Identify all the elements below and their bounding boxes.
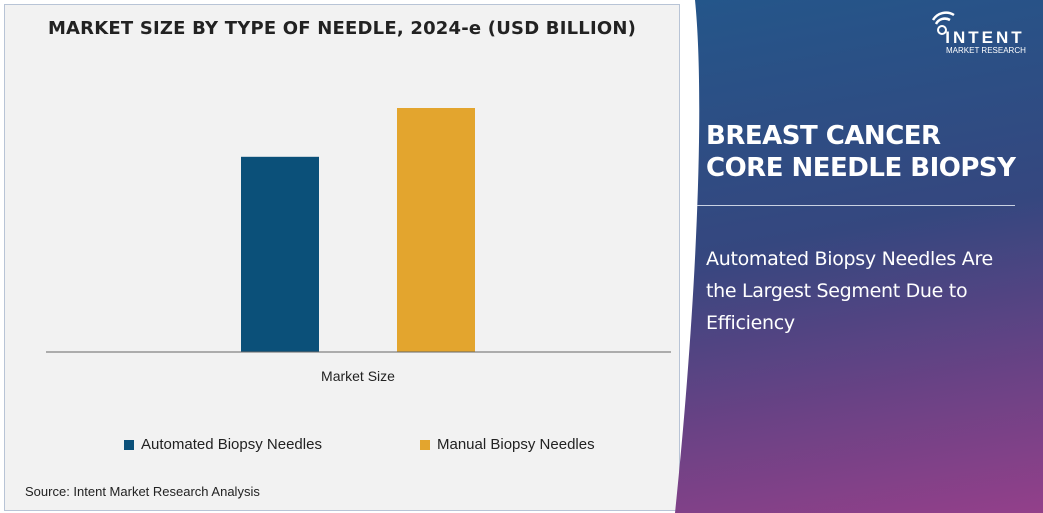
x-tick-label: Market Size bbox=[321, 368, 395, 384]
legend-label: Automated Biopsy Needles bbox=[141, 436, 322, 453]
legend-label: Manual Biopsy Needles bbox=[437, 436, 595, 453]
bar-manual-biopsy-needles bbox=[397, 108, 475, 352]
legend-swatch bbox=[124, 439, 134, 450]
divider bbox=[697, 205, 1015, 206]
bar-chart bbox=[46, 108, 671, 353]
chart-title: MARKET SIZE BY TYPE OF NEEDLE, 2024-e (U… bbox=[47, 18, 637, 39]
legend-swatch bbox=[420, 439, 430, 450]
legend-item-manual: Manual Biopsy Needles bbox=[420, 436, 595, 453]
key-finding: Automated Biopsy Needles Are the Largest… bbox=[706, 248, 993, 334]
legend-item-automated: Automated Biopsy Needles bbox=[124, 436, 322, 453]
signal-icon bbox=[931, 11, 955, 35]
logo: INTENT MARKET RESEARCH bbox=[930, 11, 1026, 55]
chart-panel bbox=[4, 4, 680, 511]
source-note: Source: Intent Market Research Analysis bbox=[25, 484, 260, 499]
report-title: BREAST CANCER CORE NEEDLE BIOPSY bbox=[706, 121, 1016, 183]
bar-automated-biopsy-needles bbox=[241, 156, 319, 352]
info-panel bbox=[675, 0, 1043, 513]
